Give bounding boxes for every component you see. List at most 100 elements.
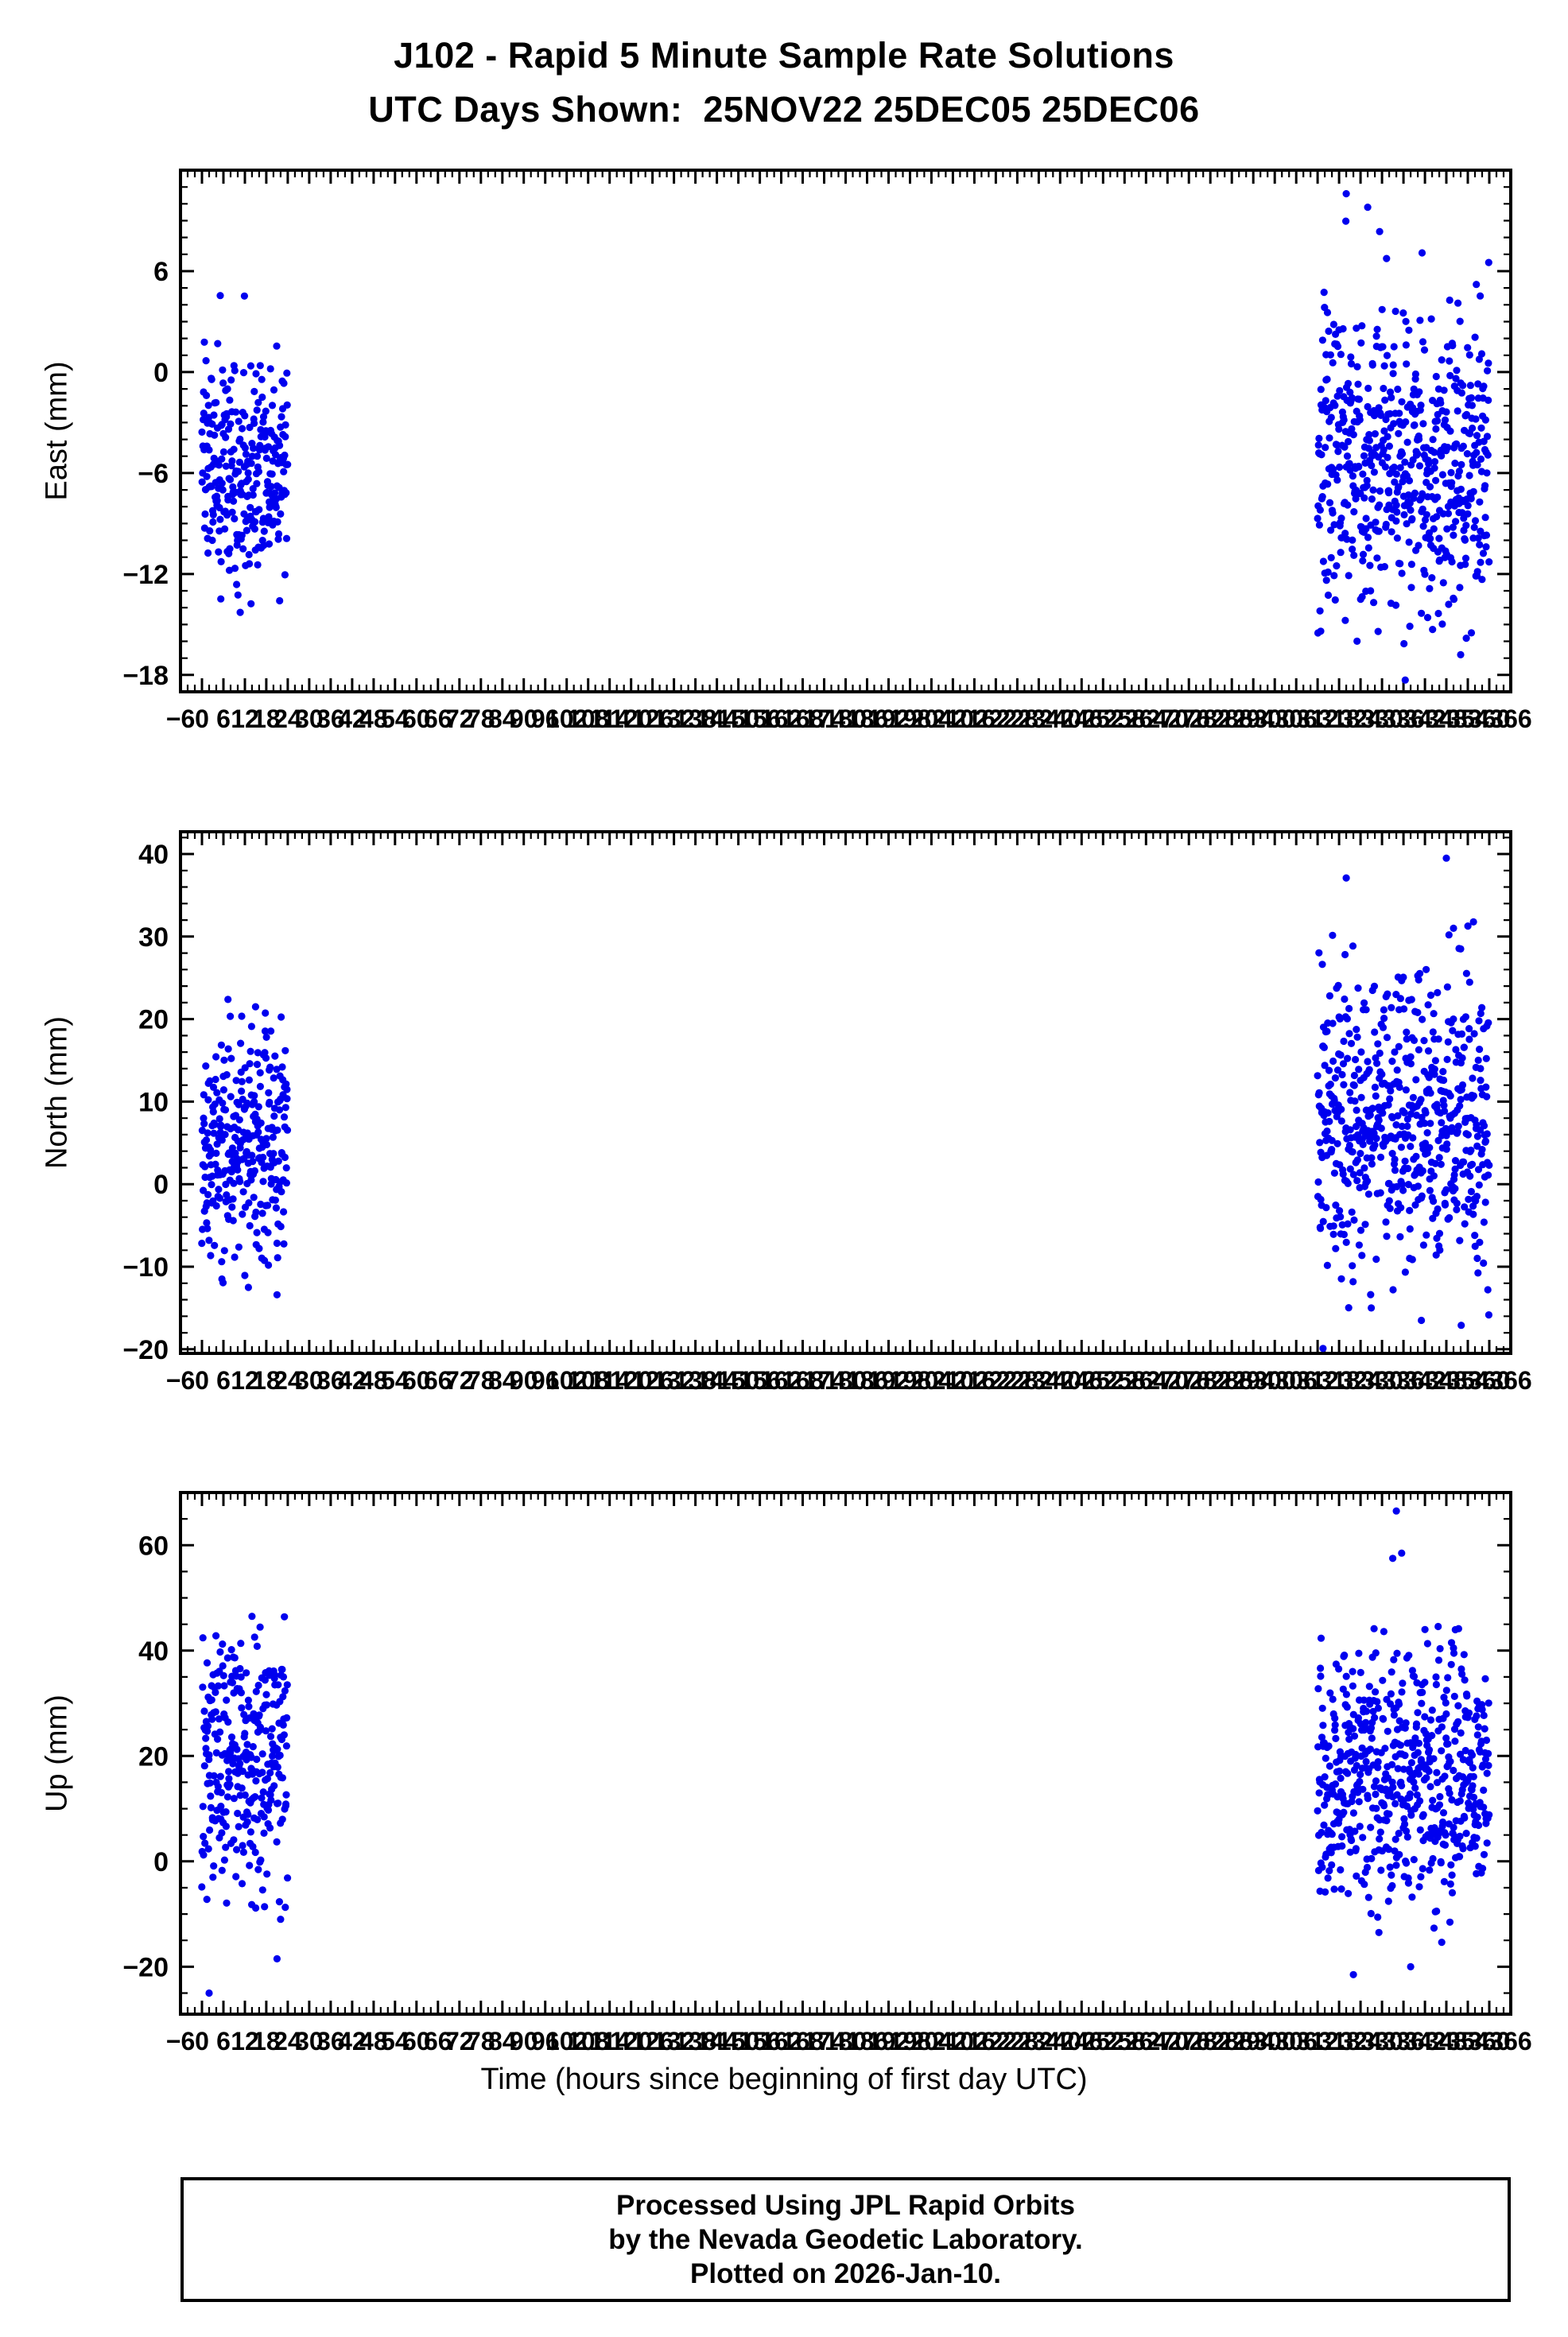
x-tick-label: 330 <box>1360 705 1403 733</box>
x-tick-label: 252 <box>1082 2027 1124 2056</box>
x-tick-label: 228 <box>996 705 1038 733</box>
north-minor-ticks <box>180 832 1511 1353</box>
x-tick-label: 180 <box>825 705 867 733</box>
x-tick-label: 210 <box>932 1366 974 1395</box>
x-tick-label: 222 <box>975 2027 1017 2056</box>
x-tick-label: 132 <box>653 705 695 733</box>
north-points <box>198 854 1493 1353</box>
up-major-ticks <box>179 1493 1512 2014</box>
x-tick-label: 144 <box>696 705 739 733</box>
x-tick-label: 48 <box>359 1366 388 1395</box>
x-tick-label: 132 <box>653 2027 695 2056</box>
x-tick-label: −6 <box>166 2027 195 2056</box>
east-frame <box>179 169 1512 693</box>
y-tick-label: 20 <box>138 1741 169 1772</box>
y-tick-label: 0 <box>153 1170 169 1200</box>
x-tick-label: 174 <box>803 705 846 733</box>
x-tick-label: −6 <box>166 1366 195 1395</box>
y-tick-label: −12 <box>122 560 169 590</box>
x-tick-label: 282 <box>1190 1366 1232 1395</box>
y-tick-label: 40 <box>138 840 169 870</box>
x-tick-label: 240 <box>1039 1366 1081 1395</box>
x-tick-label: 84 <box>488 2027 517 2056</box>
east-x-tick-labels: −6 0 6 121824303642485460667278849096102108… <box>166 705 1532 733</box>
x-tick-label: 18 <box>252 705 281 733</box>
x-tick-label: 6 <box>216 2027 231 2056</box>
east-minor-ticks <box>180 169 1511 693</box>
x-tick-label: 168 <box>782 705 824 733</box>
x-tick-label: 318 <box>1318 1366 1360 1395</box>
up-x-tick-labels: −6 0 6 121824303642485460667278849096102108… <box>166 2027 1532 2056</box>
up-points <box>198 1507 1493 1997</box>
x-tick-label: 96 <box>531 1366 560 1395</box>
x-tick-label: 366 <box>1489 2027 1531 2056</box>
x-tick-label: 216 <box>953 1366 996 1395</box>
x-tick-label: 192 <box>867 1366 910 1395</box>
x-tick-label: 360 <box>1468 1366 1510 1395</box>
x-tick-label: 198 <box>889 705 931 733</box>
x-tick-label: 156 <box>739 1366 781 1395</box>
y-tick-label: 60 <box>138 1531 169 1561</box>
east-panel: −6 0 6 121824303642485460667278849096102108… <box>122 169 1532 733</box>
x-tick-label: 54 <box>381 705 409 733</box>
x-tick-label: 312 <box>1296 705 1338 733</box>
x-tick-label: 132 <box>653 1366 695 1395</box>
x-tick-label: 204 <box>910 1366 953 1395</box>
y-tick-label: 40 <box>138 1636 169 1667</box>
y-tick-label: −18 <box>122 661 169 691</box>
x-tick-label: 342 <box>1403 705 1446 733</box>
north-x-tick-labels: −6 0 6 121824303642485460667278849096102108… <box>166 1366 1532 1395</box>
x-tick-label: 288 <box>1211 2027 1253 2056</box>
x-tick-label: 366 <box>1489 705 1531 733</box>
x-tick-label: 156 <box>739 705 781 733</box>
x-tick-label: 24 <box>274 1366 302 1395</box>
x-tick-label: 324 <box>1339 705 1382 733</box>
x-tick-label: 258 <box>1104 2027 1146 2056</box>
x-tick-label: 258 <box>1104 705 1146 733</box>
x-tick-label: 306 <box>1275 705 1318 733</box>
x-tick-label: 18 <box>252 2027 281 2056</box>
x-tick-label: 252 <box>1082 705 1124 733</box>
x-tick-label: 222 <box>975 705 1017 733</box>
x-tick-label: 330 <box>1360 2027 1403 2056</box>
up-y-tick-labels: −20 0 20 40 60 <box>122 1531 169 1982</box>
x-tick-label: 102 <box>545 705 588 733</box>
east-major-ticks <box>179 170 1512 692</box>
x-tick-label: 48 <box>359 705 388 733</box>
up-minor-ticks <box>180 1491 1511 2014</box>
x-tick-label: 0 <box>195 1366 209 1395</box>
x-tick-label: 180 <box>825 1366 867 1395</box>
y-tick-label: −20 <box>122 1335 169 1365</box>
north-major-ticks <box>179 832 1512 1353</box>
x-tick-label: 204 <box>910 2027 953 2056</box>
x-tick-label: 264 <box>1125 2027 1168 2056</box>
y-tick-label: 20 <box>138 1005 169 1035</box>
x-tick-label: 6 <box>216 705 231 733</box>
x-tick-label: 150 <box>717 1366 759 1395</box>
x-tick-label: 12 <box>231 2027 259 2056</box>
y-tick-label: −20 <box>122 1952 169 1982</box>
x-tick-label: 108 <box>567 2027 609 2056</box>
x-tick-label: 78 <box>467 705 495 733</box>
x-tick-label: 336 <box>1382 705 1424 733</box>
x-tick-label: 66 <box>424 705 452 733</box>
x-tick-label: 138 <box>674 705 716 733</box>
x-tick-label: 192 <box>867 705 910 733</box>
x-tick-label: 60 <box>402 1366 431 1395</box>
x-tick-label: 162 <box>760 705 802 733</box>
x-tick-label: 168 <box>782 1366 824 1395</box>
x-tick-label: 234 <box>1018 2027 1061 2056</box>
x-tick-label: 198 <box>889 2027 931 2056</box>
x-tick-label: 102 <box>545 1366 588 1395</box>
x-tick-label: 234 <box>1018 1366 1061 1395</box>
x-tick-label: 336 <box>1382 1366 1424 1395</box>
y-tick-label: −10 <box>122 1252 169 1283</box>
x-tick-label: 0 <box>195 2027 209 2056</box>
x-tick-label: 114 <box>589 2027 631 2056</box>
x-tick-label: 90 <box>510 2027 538 2056</box>
x-tick-label: 330 <box>1360 1366 1403 1395</box>
x-tick-label: 306 <box>1275 2027 1318 2056</box>
figure-subtitle: UTC Days Shown: 25NOV22 25DEC05 25DEC06 <box>368 89 1200 130</box>
x-tick-label: 174 <box>803 2027 846 2056</box>
x-tick-label: 270 <box>1147 2027 1189 2056</box>
